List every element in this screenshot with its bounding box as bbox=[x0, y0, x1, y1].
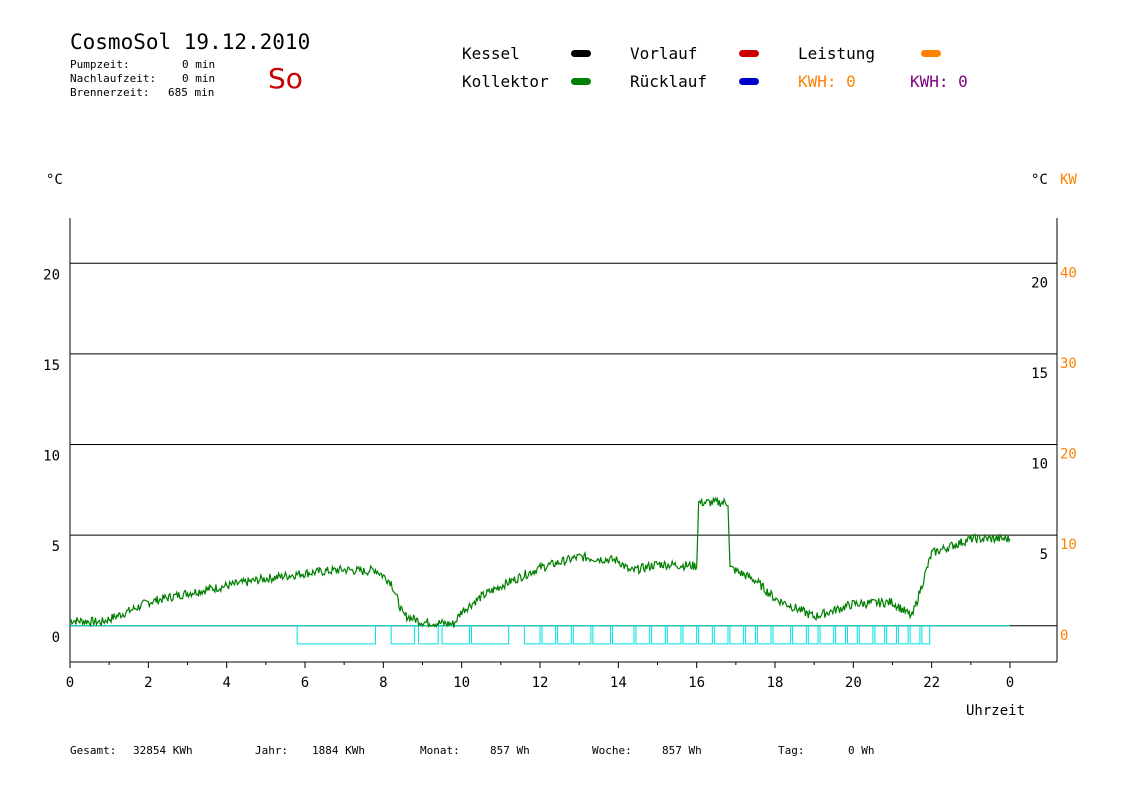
footer-woche-value: 857 Wh bbox=[662, 744, 702, 757]
series-line-kollektor bbox=[69, 496, 1011, 629]
page-title: CosmoSol 19.12.2010 bbox=[70, 30, 311, 54]
nachlaufzeit-value: 0 min bbox=[182, 72, 216, 85]
footer-tag-label: Tag: bbox=[778, 744, 805, 757]
x-axis-label: Uhrzeit bbox=[966, 703, 1025, 719]
footer-jahr-label: Jahr: bbox=[255, 744, 289, 757]
pump-pulse bbox=[635, 625, 651, 645]
y-tick-label-right-c: 15 bbox=[1031, 366, 1048, 382]
legend-kollektor-marker bbox=[571, 78, 591, 85]
pump-pulse bbox=[807, 625, 819, 645]
y-axis-label-left: °C bbox=[46, 172, 63, 188]
day-label: So bbox=[268, 62, 303, 95]
pump-pulse bbox=[418, 625, 439, 645]
pump-pulse bbox=[296, 625, 376, 645]
x-tick-label: 4 bbox=[222, 675, 230, 691]
footer-monat-label: Monat: bbox=[420, 744, 460, 757]
x-tick-label: 22 bbox=[923, 675, 940, 691]
pump-pulse bbox=[897, 625, 909, 645]
pump-pulse bbox=[858, 625, 874, 645]
x-tick-label: 12 bbox=[532, 675, 549, 691]
legend-kessel-label: Kessel bbox=[462, 44, 520, 63]
y-tick-label-left: 0 bbox=[52, 630, 60, 646]
pump-pulse bbox=[886, 625, 897, 645]
pump-pulse bbox=[572, 625, 592, 645]
legend-kwh1: KWH: 0 bbox=[798, 72, 856, 91]
x-tick-label: 18 bbox=[767, 675, 784, 691]
y-tick-label-right-kw: 40 bbox=[1060, 265, 1077, 281]
y-tick-label-right-c: 5 bbox=[1040, 547, 1048, 563]
legend-vorlauf-marker bbox=[739, 50, 759, 57]
legend-leistung-label: Leistung bbox=[798, 44, 876, 63]
y-tick-label-right-c: 20 bbox=[1031, 275, 1048, 291]
x-tick-label: 2 bbox=[144, 675, 152, 691]
x-tick-label: 10 bbox=[453, 675, 470, 691]
pump-pulse bbox=[792, 625, 807, 645]
pump-pulse bbox=[441, 625, 470, 645]
y-tick-label-right-kw: 20 bbox=[1060, 447, 1077, 463]
pump-pulse bbox=[592, 625, 611, 645]
brennerzeit-value: 685 min bbox=[168, 86, 215, 99]
pump-pulse bbox=[846, 625, 858, 645]
pump-pulse bbox=[909, 625, 921, 645]
y-axis-label-right-kw: KW bbox=[1060, 172, 1077, 188]
footer-gesamt-value: 32854 KWh bbox=[133, 744, 193, 757]
pump-pulse bbox=[651, 625, 666, 645]
pump-pulse bbox=[819, 625, 835, 645]
x-tick-label: 0 bbox=[66, 675, 74, 691]
footer-gesamt-label: Gesamt: bbox=[70, 744, 117, 757]
legend-ruecklauf-label: Rücklauf bbox=[630, 72, 708, 91]
y-tick-label-left: 15 bbox=[43, 358, 60, 374]
pump-pulse bbox=[921, 625, 931, 645]
pump-pulse bbox=[682, 625, 698, 645]
x-tick-label: 14 bbox=[610, 675, 627, 691]
legend-kwh2: KWH: 0 bbox=[910, 72, 968, 91]
brennerzeit-label: Brennerzeit: bbox=[70, 86, 150, 99]
x-tick-label: 8 bbox=[379, 675, 387, 691]
legend-kessel-marker bbox=[571, 50, 591, 57]
pump-pulse bbox=[666, 625, 682, 645]
y-tick-label-right-kw: 10 bbox=[1060, 537, 1077, 553]
pump-pulse bbox=[874, 625, 886, 645]
pumpzeit-label: Pumpzeit: bbox=[70, 58, 130, 71]
pump-pulse bbox=[772, 625, 792, 645]
pump-pulse bbox=[541, 625, 557, 645]
pump-pulse bbox=[729, 625, 745, 645]
legend-vorlauf-label: Vorlauf bbox=[630, 44, 698, 63]
pump-pulse bbox=[745, 625, 756, 645]
pump-pulse bbox=[611, 625, 635, 645]
y-tick-label-left: 20 bbox=[43, 267, 60, 283]
footer-tag-value: 0 Wh bbox=[848, 744, 875, 757]
pump-pulse bbox=[557, 625, 572, 645]
pump-pulse bbox=[523, 625, 541, 645]
x-tick-label: 16 bbox=[688, 675, 705, 691]
legend-ruecklauf-marker bbox=[739, 78, 759, 85]
y-tick-label-left: 10 bbox=[43, 449, 60, 465]
pumpzeit-value: 0 min bbox=[182, 58, 216, 71]
y-tick-label-right-kw: 0 bbox=[1060, 628, 1068, 644]
x-tick-label: 6 bbox=[301, 675, 309, 691]
x-tick-label: 0 bbox=[1006, 675, 1014, 691]
y-tick-label-right-kw: 30 bbox=[1060, 356, 1077, 372]
y-tick-label-right-c: 10 bbox=[1031, 457, 1048, 473]
pump-pulse bbox=[756, 625, 772, 645]
pump-pulse bbox=[698, 625, 713, 645]
nachlaufzeit-label: Nachlaufzeit: bbox=[70, 72, 157, 85]
y-tick-label-left: 5 bbox=[52, 539, 60, 555]
footer-woche-label: Woche: bbox=[592, 744, 632, 757]
footer-jahr-value: 1884 KWh bbox=[312, 744, 365, 757]
pump-pulse bbox=[713, 625, 729, 645]
legend-leistung-marker bbox=[921, 50, 941, 57]
y-axis-label-right-c: °C bbox=[1031, 172, 1048, 188]
pump-pulse bbox=[835, 625, 846, 645]
x-tick-label: 20 bbox=[845, 675, 862, 691]
pump-pulse bbox=[470, 625, 510, 645]
pump-pulse bbox=[390, 625, 416, 645]
legend-kollektor-label: Kollektor bbox=[462, 72, 549, 91]
footer-monat-value: 857 Wh bbox=[490, 744, 530, 757]
